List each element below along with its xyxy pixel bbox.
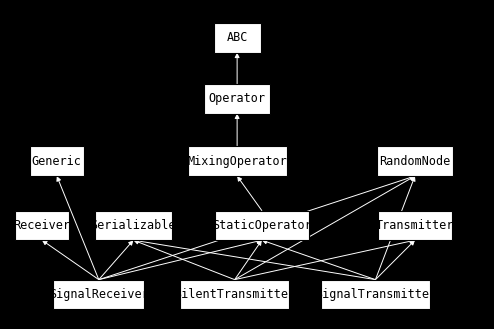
- Text: ABC: ABC: [226, 31, 248, 44]
- Text: SignalReceiver: SignalReceiver: [49, 288, 149, 301]
- FancyBboxPatch shape: [188, 146, 287, 176]
- Text: Transmitter: Transmitter: [376, 219, 454, 232]
- FancyBboxPatch shape: [215, 211, 309, 240]
- Text: Serializable: Serializable: [90, 219, 176, 232]
- Text: MixingOperator: MixingOperator: [187, 155, 287, 168]
- FancyBboxPatch shape: [30, 146, 84, 176]
- Text: RandomNode: RandomNode: [379, 155, 451, 168]
- FancyBboxPatch shape: [53, 280, 144, 309]
- Text: StaticOperator: StaticOperator: [212, 219, 312, 232]
- Text: SilentTransmitter: SilentTransmitter: [174, 288, 295, 301]
- FancyBboxPatch shape: [180, 280, 289, 309]
- Text: Generic: Generic: [32, 155, 82, 168]
- FancyBboxPatch shape: [204, 84, 271, 114]
- Text: Operator: Operator: [208, 92, 266, 105]
- FancyBboxPatch shape: [376, 146, 453, 176]
- Text: Receiver: Receiver: [13, 219, 71, 232]
- FancyBboxPatch shape: [95, 211, 172, 240]
- FancyBboxPatch shape: [15, 211, 69, 240]
- FancyBboxPatch shape: [378, 211, 452, 240]
- FancyBboxPatch shape: [213, 23, 261, 53]
- FancyBboxPatch shape: [321, 280, 430, 309]
- Text: SignalTransmitter: SignalTransmitter: [315, 288, 436, 301]
